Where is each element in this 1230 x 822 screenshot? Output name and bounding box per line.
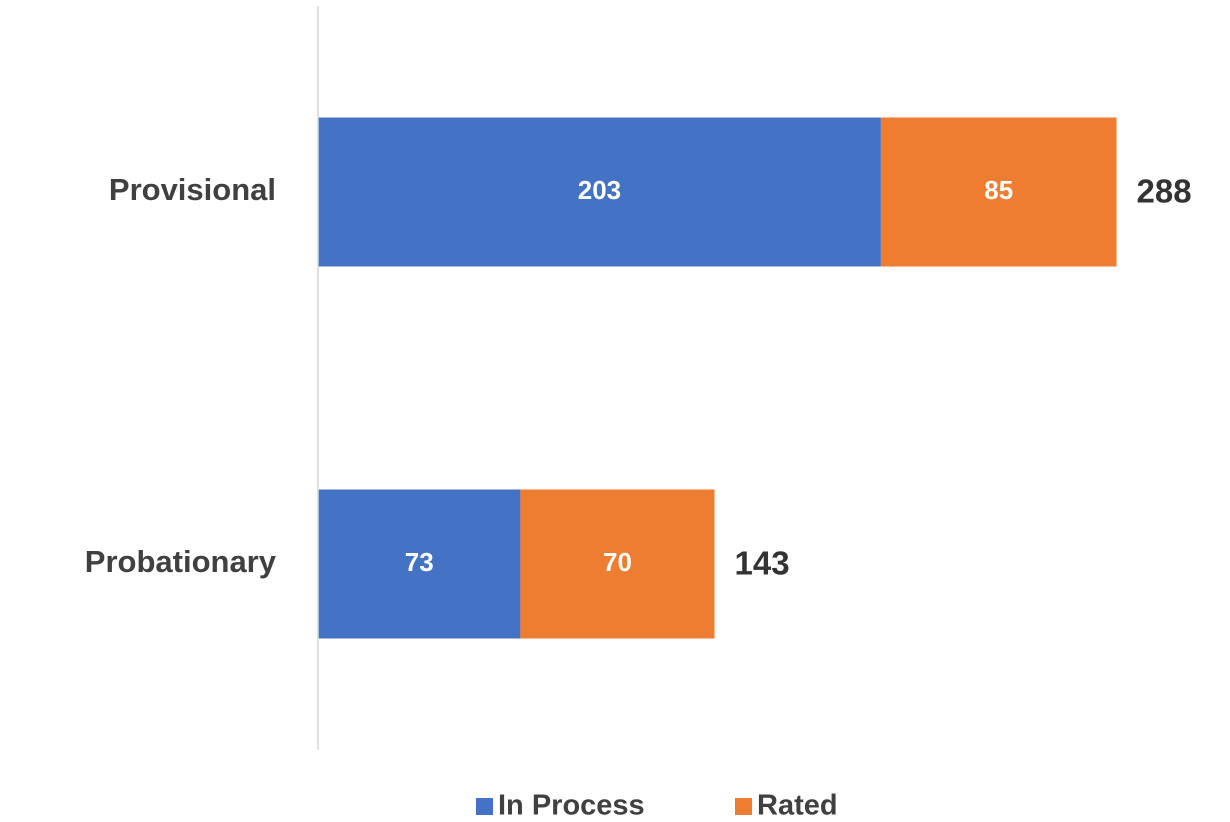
legend-label: Rated [757, 790, 838, 822]
total-label: 143 [735, 545, 790, 582]
total-label: 288 [1137, 173, 1192, 210]
data-label: 203 [578, 175, 621, 205]
data-label: 85 [984, 175, 1013, 205]
category-label: Probationary [85, 544, 277, 579]
data-label: 70 [603, 547, 632, 577]
bar-segment [318, 117, 881, 267]
legend-swatch [735, 798, 752, 815]
bar-segment [520, 489, 715, 639]
legend-swatch [476, 798, 493, 815]
data-label: 73 [405, 547, 434, 577]
category-label: Provisional [109, 172, 276, 207]
bar-segment [880, 117, 1117, 267]
legend-label: In Process [498, 790, 645, 822]
bar-segment [318, 489, 521, 639]
